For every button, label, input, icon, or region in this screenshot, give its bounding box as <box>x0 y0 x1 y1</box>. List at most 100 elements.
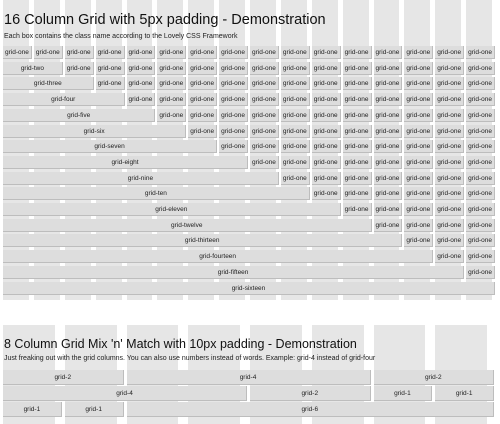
grid-box: grid-fourteen <box>3 250 434 264</box>
grid-box: grid-one <box>311 93 341 107</box>
grid-box: grid-one <box>188 77 218 91</box>
grid-box: grid-one <box>250 124 279 138</box>
grid-box: grid-one <box>404 218 434 232</box>
grid-box: grid-one <box>342 108 372 122</box>
grid-box: grid-1 <box>3 402 62 417</box>
grid-box: grid-one <box>157 77 187 91</box>
grid-box: grid-one <box>373 46 403 59</box>
grid-box: grid-one <box>250 93 279 107</box>
grid-row: grid-three grid-one grid-one grid-one grid-o… <box>3 77 497 91</box>
grid-box: grid-one <box>404 46 434 59</box>
grid-box: grid-one <box>33 46 63 59</box>
grid-box: grid-five <box>3 108 156 122</box>
grid-box: grid-twelve <box>3 218 372 232</box>
grid-box: grid-six <box>3 124 187 138</box>
grid-box: grid-one <box>280 140 310 154</box>
grid-box: grid-one <box>219 140 248 154</box>
grid-row: grid-fifteen grid-one <box>3 265 497 280</box>
section1-title: 16 Column Grid with 5px padding - Demons… <box>4 12 326 28</box>
grid-box: grid-one <box>95 61 125 75</box>
grid-box: grid-one <box>435 155 465 169</box>
grid-box: grid-one <box>466 46 495 59</box>
grid-box: grid-2 <box>250 386 371 401</box>
grid-row: grid-fourteen grid-one grid-one <box>3 250 497 264</box>
grid-box: grid-one <box>126 93 156 107</box>
grid-box: grid-one <box>342 171 372 185</box>
grid-box: grid-one <box>435 250 465 264</box>
grid-box: grid-1 <box>435 386 494 401</box>
grid-box: grid-one <box>219 46 248 59</box>
grid-box: grid-fifteen <box>3 265 465 279</box>
grid-box: grid-one <box>157 61 187 75</box>
grid-box: grid-one <box>373 155 403 169</box>
grid-box: grid-one <box>466 171 495 185</box>
grid-box: grid-one <box>280 124 310 138</box>
grid-row: grid-sixteen <box>3 281 497 296</box>
grid-box: grid-one <box>404 187 434 201</box>
grid-box: grid-one <box>219 124 248 138</box>
grid-box: grid-sixteen <box>3 281 495 295</box>
grid-box: grid-one <box>373 203 403 216</box>
grid-box: grid-one <box>95 46 125 59</box>
grid-box: grid-one <box>435 61 465 75</box>
section1-subtitle: Each box contains the class name accordi… <box>4 33 238 40</box>
grid-box: grid-one <box>126 77 156 91</box>
grid-box: grid-one <box>64 61 94 75</box>
grid-box: grid-one <box>373 171 403 185</box>
grid-box: grid-one <box>466 187 495 201</box>
grid-row: grid-2 grid-4 grid-2 <box>3 370 497 386</box>
grid-box: grid-one <box>342 155 372 169</box>
grid-box: grid-one <box>311 155 341 169</box>
grid-box: grid-one <box>250 108 279 122</box>
grid-box: grid-seven <box>3 140 218 154</box>
grid-row: grid-five grid-one grid-one grid-one grid-on… <box>3 108 497 123</box>
grid-box: grid-one <box>280 77 310 91</box>
grid-row: grid-ten grid-one grid-one grid-one grid-one… <box>3 187 497 201</box>
grid-box: grid-one <box>188 46 218 59</box>
grid-box: grid-four <box>3 93 125 107</box>
grid-box: grid-one <box>404 171 434 185</box>
grid-box: grid-one <box>373 93 403 107</box>
grid-box: grid-one <box>435 93 465 107</box>
grid-box: grid-one <box>342 77 372 91</box>
grid-box: grid-one <box>342 93 372 107</box>
grid-box: grid-one <box>64 46 94 59</box>
grid-box: grid-one <box>466 77 495 91</box>
grid-box: grid-6 <box>126 402 494 417</box>
grid-box: grid-one <box>280 155 310 169</box>
grid-box: grid-one <box>466 234 495 248</box>
grid-box: grid-one <box>126 61 156 75</box>
grid-box: grid-one <box>404 108 434 122</box>
grid-box: grid-one <box>404 140 434 154</box>
grid-box: grid-one <box>404 203 434 216</box>
grid-box: grid-thirteen <box>3 234 403 248</box>
grid-box: grid-one <box>435 46 465 59</box>
grid-box: grid-one <box>280 171 310 185</box>
grid-box: grid-one <box>250 140 279 154</box>
grid-box: grid-one <box>188 124 218 138</box>
grid-box: grid-one <box>311 61 341 75</box>
grid-box: grid-1 <box>373 386 433 401</box>
grid-box: grid-one <box>3 46 32 59</box>
grid-box: grid-4 <box>3 386 247 401</box>
grid-box: grid-one <box>435 171 465 185</box>
grid-box: grid-one <box>280 108 310 122</box>
grid-box: grid-one <box>435 234 465 248</box>
grid-box: grid-one <box>219 77 248 91</box>
grid-box: grid-one <box>280 61 310 75</box>
grid-row: grid-4 grid-2 grid-1 grid-1 <box>3 386 497 402</box>
grid-box: grid-one <box>280 93 310 107</box>
grid-box: grid-2 <box>373 370 494 385</box>
grid-box: grid-one <box>373 108 403 122</box>
grid-box: grid-one <box>435 218 465 232</box>
grid-box: grid-one <box>404 234 434 248</box>
grid-box: grid-one <box>188 108 218 122</box>
grid-box: grid-one <box>466 250 495 264</box>
grid-box: grid-one <box>250 77 279 91</box>
grid-box: grid-eight <box>3 155 248 169</box>
grid-row: grid-eleven grid-one grid-one grid-one grid-… <box>3 203 497 217</box>
grid-row: grid-eight grid-one grid-one grid-one grid-o… <box>3 155 497 170</box>
grid-box: grid-one <box>250 46 279 59</box>
grid-box: grid-one <box>157 93 187 107</box>
grid-box: grid-one <box>404 93 434 107</box>
